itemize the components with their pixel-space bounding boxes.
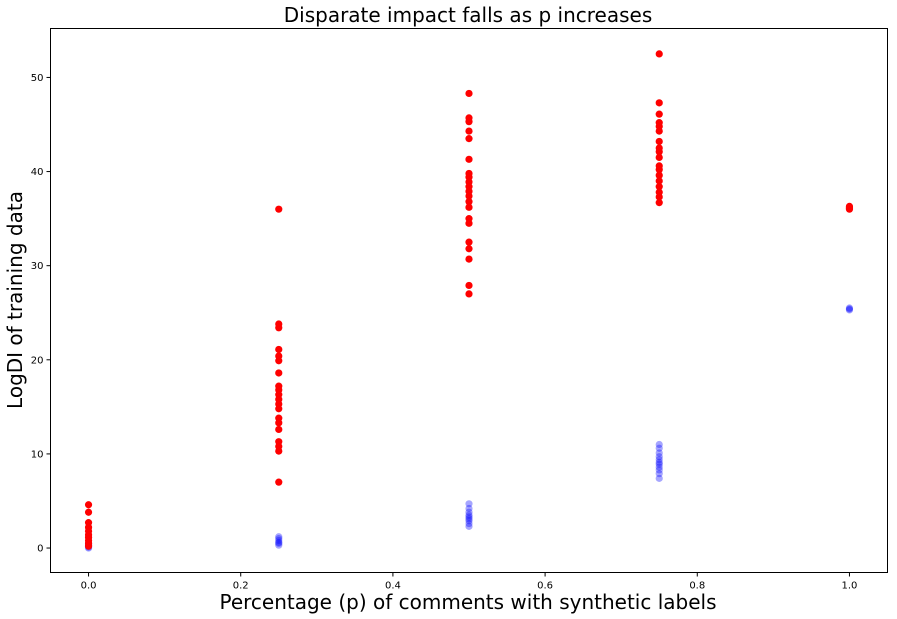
scatter-point-s0-10: [275, 535, 283, 543]
x-tick-label: 0.2: [233, 581, 249, 592]
scatter-point-s1-65: [655, 119, 663, 127]
scatter-point-s1-30: [465, 290, 473, 298]
scatter-point-s1-8: [84, 508, 93, 516]
x-axis-label: Percentage (p) of comments with syntheti…: [219, 590, 716, 614]
scatter-point-s0-26: [655, 458, 663, 466]
scatter-point-s0-12: [465, 522, 473, 530]
scatter-point-s1-10: [275, 478, 283, 486]
scatter-point-s1-26: [275, 345, 283, 354]
scatter-point-s1-58: [655, 162, 663, 170]
scatter-point-s1-23: [275, 369, 283, 377]
scatter-point-s0-9: [275, 536, 283, 545]
scatter-point-s1-34: [465, 238, 473, 246]
scatter-point-s1-29: [275, 205, 283, 213]
chart-title: Disparate impact falls as p increases: [284, 3, 653, 27]
scatter-point-s0-25: [655, 460, 663, 468]
scatter-point-s1-53: [655, 188, 663, 196]
scatter-point-s0-17: [465, 511, 473, 519]
x-axis-ticks: 0.0 0.2 0.4 0.6 0.8 1.0: [81, 572, 858, 592]
plot-area: [50, 28, 888, 573]
scatter-point-s1-38: [465, 198, 473, 206]
scatter-point-s0-32: [845, 306, 854, 314]
scatter-point-s1-7: [84, 519, 93, 527]
scatter-point-s1-44: [465, 169, 473, 178]
scatter-point-s0-34: [845, 304, 854, 312]
scatter-point-s0-13: [465, 519, 473, 528]
scatter-point-s0-23: [655, 466, 663, 474]
scatter-point-s1-36: [465, 215, 473, 223]
x-tick-label: 0.4: [385, 581, 401, 592]
scatter-point-s0-14: [465, 517, 473, 525]
scatter-point-s0-22: [655, 470, 663, 478]
points-layer: [84, 50, 854, 552]
scatter-point-s1-33: [465, 245, 473, 253]
scatter-point-s1-66: [655, 110, 663, 118]
scatter-point-s1-54: [655, 183, 663, 191]
scatter-point-s0-31: [655, 440, 663, 449]
scatter-point-s1-49: [465, 114, 473, 122]
scatter-point-s0-20: [465, 500, 473, 508]
x-tick-label: 0.0: [81, 581, 97, 592]
y-tick-label: 0: [37, 544, 43, 555]
scatter-point-s1-28: [275, 320, 283, 328]
scatter-point-s0-18: [465, 508, 473, 516]
scatter-point-s0-33: [845, 305, 854, 313]
scatter-point-s1-55: [655, 177, 663, 185]
scatter-point-s1-32: [465, 255, 473, 263]
scatter-point-s0-15: [465, 515, 473, 523]
scatter-point-s1-62: [655, 137, 663, 146]
scatter-point-s1-59: [655, 153, 663, 162]
scatter-point-s0-7: [275, 539, 283, 547]
scatter-point-s0-28: [655, 453, 663, 461]
y-tick-label: 20: [31, 355, 44, 366]
scatter-point-s1-47: [465, 127, 473, 135]
scatter-point-s0-24: [655, 463, 663, 471]
scatter-point-s1-68: [655, 50, 663, 58]
scatter-point-s1-13: [275, 438, 283, 446]
scatter-point-s0-19: [465, 504, 473, 513]
x-tick-label: 0.8: [689, 581, 705, 592]
scatter-point-s1-25: [275, 352, 283, 360]
scatter-point-s0-30: [655, 444, 663, 452]
scatter-point-s1-67: [655, 99, 663, 107]
scatter-point-s1-9: [84, 501, 93, 509]
scatter-point-s1-72: [845, 202, 854, 210]
scatter-point-s0-21: [655, 474, 663, 482]
scatter-point-s1-46: [465, 135, 473, 143]
scatter-point-s1-14: [275, 425, 283, 434]
y-tick-label: 50: [31, 73, 44, 84]
y-tick-label: 40: [31, 167, 44, 178]
x-tick-label: 0.6: [537, 581, 553, 592]
y-tick-label: 30: [31, 261, 44, 272]
scatter-point-s1-56: [655, 171, 663, 179]
scatter-point-s1-22: [275, 382, 283, 390]
scatter-point-s1-31: [465, 281, 473, 290]
scatter-point-s0-27: [655, 455, 663, 464]
x-tick-label: 1.0: [842, 581, 858, 592]
scatter-point-s1-16: [275, 414, 283, 422]
scatter-point-s1-37: [465, 203, 473, 211]
scatter-point-s0-8: [275, 538, 283, 546]
scatter-point-s0-11: [275, 533, 283, 541]
scatter-point-s1-50: [465, 89, 473, 98]
scatter-point-s1-51: [655, 199, 663, 207]
scatter-point-s0-6: [275, 541, 283, 549]
y-axis-ticks: 0 10 20 30 40 50: [31, 73, 51, 555]
y-axis-label: LogDI of training data: [3, 191, 27, 409]
scatter-point-s0-16: [465, 513, 473, 521]
y-tick-label: 10: [31, 449, 44, 460]
scatter-point-s1-45: [465, 155, 473, 163]
scatter-point-s0-29: [655, 449, 663, 457]
scatter-point-s1-61: [655, 144, 663, 152]
